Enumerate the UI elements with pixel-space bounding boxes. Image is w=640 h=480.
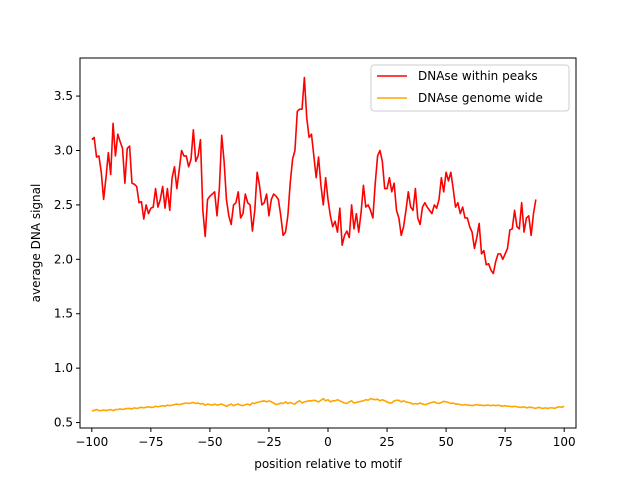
legend-label-dnase-genome-wide: DNAse genome wide	[418, 91, 543, 105]
x-tick-label: 75	[498, 435, 513, 449]
y-tick-label: 2.5	[54, 198, 73, 212]
y-axis-label: average DNA signal	[29, 184, 43, 303]
x-tick-label: 50	[438, 435, 453, 449]
legend-box	[370, 64, 570, 112]
x-axis-label: position relative to motif	[254, 457, 402, 471]
x-tick-label: −75	[138, 435, 163, 449]
y-tick-label: 1.5	[54, 307, 73, 321]
y-tick-label: 0.5	[54, 416, 73, 430]
x-tick-label: 25	[379, 435, 394, 449]
series-line-dnase-genome-wide	[91, 397, 565, 412]
x-tick-label: −50	[197, 435, 222, 449]
y-tick-label: 3.0	[54, 144, 73, 158]
x-tick-label: −100	[75, 435, 108, 449]
x-tick-label: 0	[324, 435, 332, 449]
y-tick-label: 2.0	[54, 252, 73, 266]
legend: DNAse within peaks DNAse genome wide	[370, 64, 570, 112]
x-tick-label: 100	[553, 435, 576, 449]
y-tick-label: 3.5	[54, 89, 73, 103]
legend-label-dnase-within-peaks: DNAse within peaks	[418, 69, 538, 83]
series-line-dnase-within-peaks	[91, 76, 537, 275]
series-layer	[91, 76, 565, 412]
y-axis: 0.5 1.0 1.5 2.0 2.5 3.0 3.5	[54, 89, 80, 430]
y-tick-label: 1.0	[54, 361, 73, 375]
x-tick-label: −25	[256, 435, 281, 449]
x-axis: −100 −75 −50 −25 0 25 50 75 100	[75, 428, 576, 449]
